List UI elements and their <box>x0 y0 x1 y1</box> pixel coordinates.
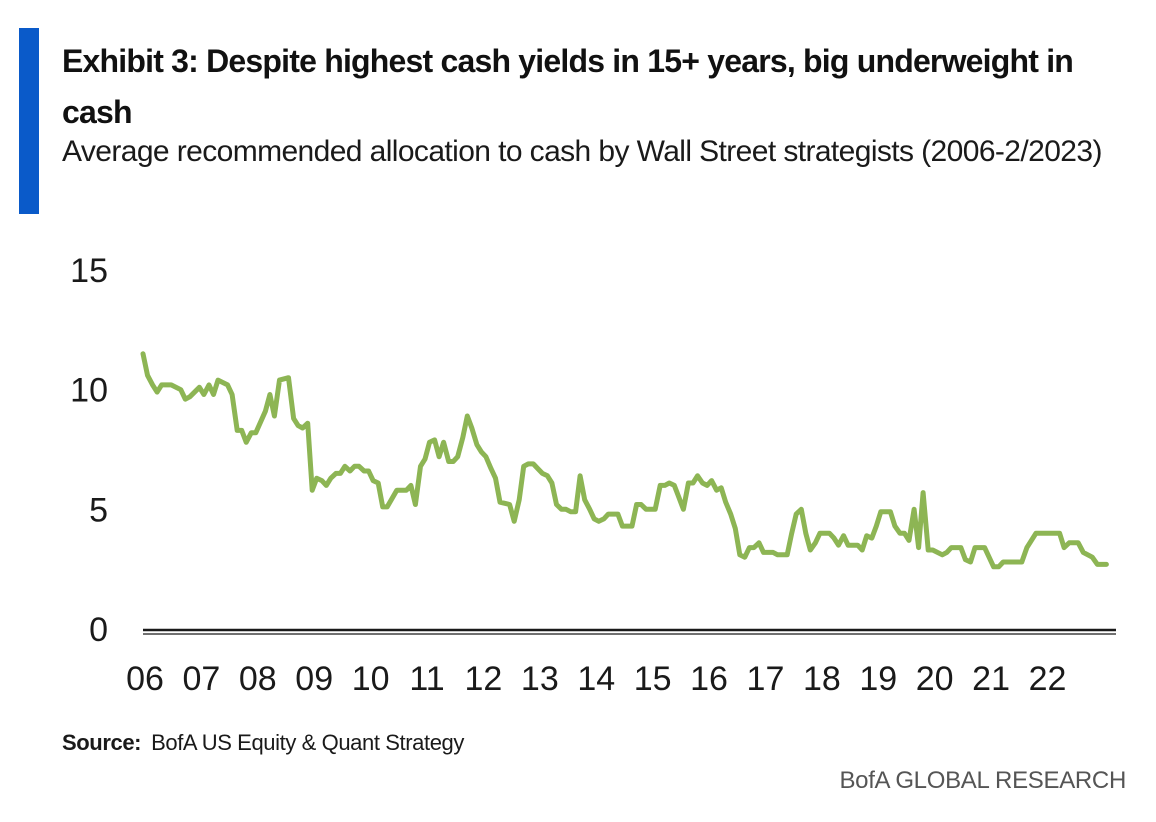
chart-subtitle: Average recommended allocation to cash b… <box>62 135 1102 168</box>
source-text: BofA US Equity & Quant Strategy <box>151 730 464 755</box>
line-chart: 0 5 10 15 06 07 08 09 10 11 12 13 14 15 16 17 18 19 20 21 2… <box>70 252 1116 698</box>
chart-title: Exhibit 3: Despite highest cash yields i… <box>62 43 1074 130</box>
x-axis-ticks: 06 07 08 09 10 11 12 13 14 15 16 17 18 19 20 21 22 <box>126 660 1066 698</box>
series-group <box>140 351 1109 570</box>
y-tick-label: 0 <box>89 611 108 649</box>
x-tick-label: 14 <box>577 660 615 698</box>
accent-bar <box>19 28 39 214</box>
y-axis-ticks: 0 5 10 15 <box>70 252 108 649</box>
x-tick-label: 18 <box>803 660 841 698</box>
x-tick-label: 21 <box>972 660 1010 698</box>
x-tick-label: 06 <box>126 660 164 698</box>
source-label: Source: <box>62 730 142 755</box>
x-tick-label: 13 <box>521 660 559 698</box>
x-tick-label: 15 <box>634 660 672 698</box>
x-tick-label: 10 <box>352 660 390 698</box>
x-tick-label: 08 <box>239 660 277 698</box>
y-tick-label: 5 <box>89 491 108 529</box>
x-tick-label: 20 <box>916 660 954 698</box>
x-tick-label: 22 <box>1029 660 1067 698</box>
x-tick-label: 11 <box>409 660 444 698</box>
y-tick-label: 15 <box>70 252 108 290</box>
x-tick-label: 07 <box>182 660 220 698</box>
x-axis <box>143 628 1116 635</box>
brand-label: BofA GLOBAL RESEARCH <box>839 767 1126 794</box>
x-tick-label: 12 <box>465 660 503 698</box>
y-tick-label: 10 <box>70 372 108 410</box>
x-tick-label: 19 <box>859 660 897 698</box>
x-tick-label: 17 <box>747 660 785 698</box>
series-line-cash-allocation <box>140 351 1109 570</box>
x-tick-label: 16 <box>690 660 728 698</box>
x-tick-label: 09 <box>295 660 333 698</box>
source-note: Source: BofA US Equity & Quant Strategy <box>62 730 464 756</box>
